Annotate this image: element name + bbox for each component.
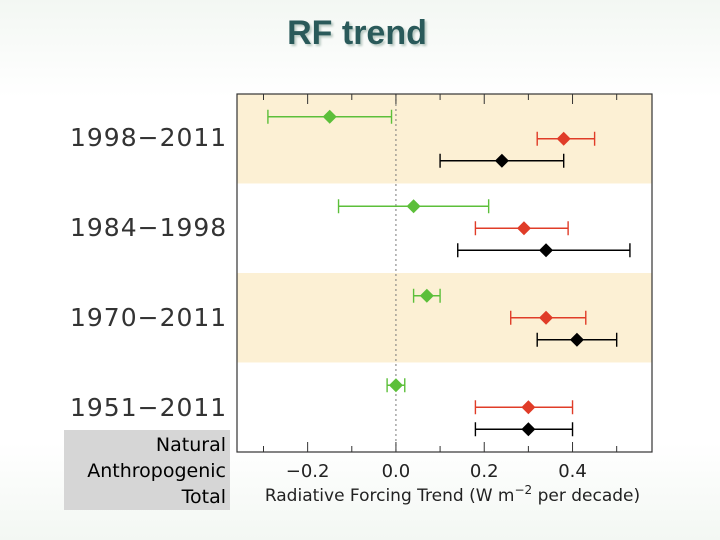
point-natural-2 — [419, 288, 434, 303]
x-axis-title-superscript: −2 — [515, 483, 533, 497]
errorbar-anthropogenic-3 — [474, 400, 574, 415]
errorbar-natural-2 — [412, 288, 441, 303]
errorbar-total-1 — [457, 243, 631, 258]
errorbar-anthropogenic-1 — [474, 221, 569, 236]
point-total-2 — [569, 332, 584, 347]
period-label-1984-1998: 1984−1998 — [70, 213, 228, 242]
errorbar-total-0 — [439, 153, 565, 168]
period-bands — [237, 94, 652, 452]
x-tick-label-1: 0.0 — [382, 461, 411, 482]
period-label-1998-2011: 1998−2011 — [70, 123, 228, 152]
period-band-2 — [237, 273, 652, 363]
point-anthropogenic-3 — [521, 400, 536, 415]
x-tick-label-0: −0.2 — [286, 461, 330, 482]
point-anthropogenic-1 — [516, 221, 531, 236]
period-label-1951-2011: 1951−2011 — [70, 393, 228, 422]
x-axis-ticks: −0.2 0.0 0.2 0.4 — [262, 94, 618, 482]
point-total-0 — [494, 153, 509, 168]
errorbar-natural-0 — [267, 109, 393, 124]
x-tick-label-2: 0.2 — [470, 461, 499, 482]
legend-entry-anthropogenic: Anthropogenic — [87, 460, 226, 482]
legend-entry-natural: Natural — [155, 434, 226, 456]
slide-title: RF trend — [287, 14, 427, 52]
point-natural-0 — [322, 109, 337, 124]
period-label-1970-2011: 1970−2011 — [70, 303, 228, 332]
errorbar-natural-3 — [386, 378, 406, 393]
x-axis-title-prefix: Radiative Forcing Trend (W m — [265, 486, 515, 506]
plot-frame — [236, 93, 653, 453]
errorbar-total-2 — [536, 332, 618, 347]
period-band-3 — [237, 362, 652, 452]
errorbar-natural-1 — [337, 199, 490, 214]
legend-entry-total: Total — [181, 486, 226, 508]
point-anthropogenic-2 — [539, 310, 554, 325]
error-bar-marks — [267, 109, 631, 437]
point-total-3 — [521, 422, 536, 437]
point-total-1 — [539, 243, 554, 258]
point-natural-1 — [406, 199, 421, 214]
errorbar-anthropogenic-0 — [536, 131, 596, 146]
x-axis-title-suffix: per decade) — [532, 486, 640, 506]
point-natural-3 — [388, 378, 403, 393]
x-axis-title: Radiative Forcing Trend (W m−2 per decad… — [265, 483, 640, 506]
x-tick-label-3: 0.4 — [558, 461, 587, 482]
period-band-1 — [237, 183, 652, 273]
errorbar-total-3 — [474, 422, 574, 437]
point-anthropogenic-0 — [556, 131, 571, 146]
errorbar-anthropogenic-2 — [510, 310, 587, 325]
legend: Natural Anthropogenic Total — [64, 430, 230, 510]
